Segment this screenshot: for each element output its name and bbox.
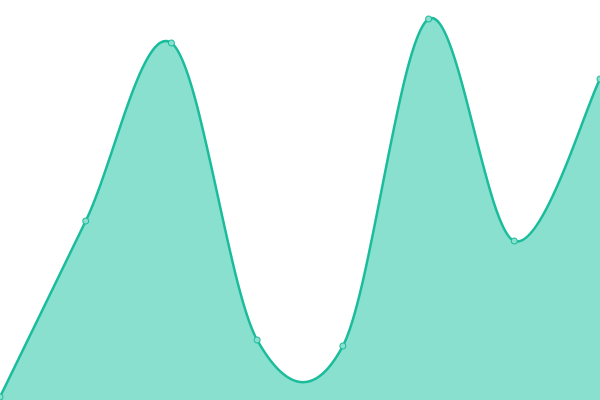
data-point-6 [510, 237, 518, 245]
area-fill [0, 18, 600, 400]
data-point-7 [596, 75, 600, 83]
data-point-1 [82, 217, 90, 225]
series-line [0, 17, 600, 398]
data-point-3 [253, 336, 261, 344]
data-point-2 [167, 39, 175, 47]
data-markers [0, 15, 600, 400]
data-point-5 [425, 15, 433, 23]
data-point-0 [0, 393, 4, 400]
data-point-4 [339, 342, 347, 350]
